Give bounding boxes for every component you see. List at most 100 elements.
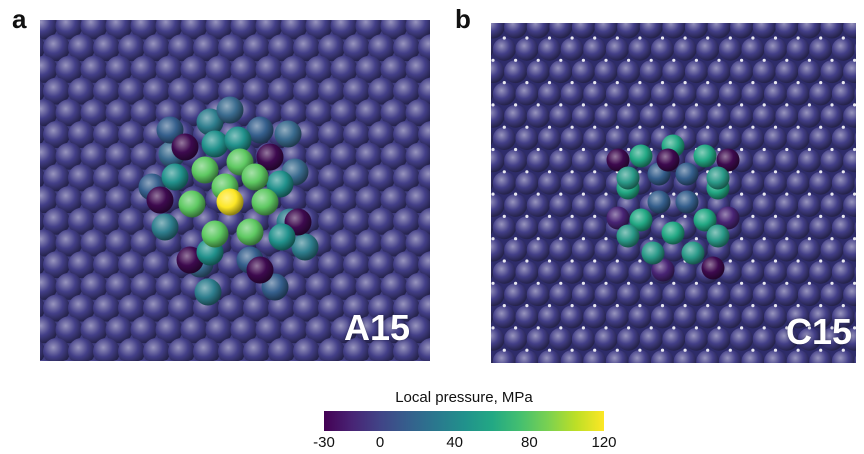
atom (405, 272, 430, 300)
atom (491, 354, 494, 363)
atom (305, 186, 333, 214)
interstitial-dot (773, 304, 778, 308)
atom (820, 149, 844, 173)
interstitial-dot (694, 326, 698, 330)
atom (820, 23, 844, 39)
atom (775, 238, 799, 262)
atom (515, 127, 539, 150)
atom (583, 37, 607, 61)
atom (809, 216, 833, 240)
atom (368, 77, 395, 105)
atom (113, 359, 125, 361)
atom (178, 190, 206, 218)
atom (43, 34, 70, 62)
interstitial-dot (751, 36, 755, 40)
interstitial-dot (604, 326, 608, 330)
atom (40, 186, 58, 214)
atom (628, 305, 652, 329)
interstitial-dot (514, 281, 518, 285)
atom (368, 164, 395, 192)
interstitial-dot (525, 170, 529, 174)
atom (43, 338, 70, 361)
atom (368, 207, 395, 235)
atom (40, 142, 58, 170)
atom (820, 60, 844, 84)
atom (393, 77, 420, 105)
atom (40, 359, 50, 361)
interstitial-dot (491, 192, 495, 196)
panel-b-letter: b (455, 4, 471, 34)
atom (243, 338, 270, 361)
atom (213, 359, 225, 361)
atom (843, 60, 856, 84)
atom (405, 142, 430, 170)
atom (201, 130, 229, 158)
interstitial-dot (593, 214, 597, 218)
atom (764, 260, 787, 284)
atom (716, 148, 740, 172)
atom (355, 316, 383, 344)
atom (526, 149, 550, 173)
interstitial-dot (717, 147, 721, 152)
atom (491, 283, 505, 307)
atom (583, 260, 607, 284)
atom (241, 163, 269, 191)
interstitial-dot (502, 125, 506, 129)
atom (80, 272, 108, 300)
atom (492, 37, 516, 61)
atom (693, 208, 717, 232)
atom (673, 350, 697, 363)
atom (571, 283, 595, 307)
atom (764, 216, 787, 240)
interstitial-dot (627, 147, 631, 152)
interstitial-dot (627, 326, 631, 330)
atom (526, 283, 550, 307)
atom (797, 193, 821, 217)
atom (594, 238, 618, 262)
atom (809, 171, 833, 195)
atom (180, 20, 208, 40)
atom (380, 272, 408, 300)
atom (843, 283, 856, 307)
atom (504, 104, 528, 128)
atom (393, 338, 420, 361)
atom (571, 238, 595, 262)
atom (268, 223, 296, 251)
colorbar-tick: -30 (313, 434, 335, 451)
atom (639, 104, 663, 128)
interstitial-dot (740, 237, 744, 241)
atom (268, 34, 295, 62)
interstitial-dot (660, 304, 665, 308)
interstitial-dot (581, 326, 585, 330)
atom (491, 220, 494, 235)
atom (730, 23, 754, 39)
atom (118, 294, 145, 322)
atom (191, 156, 219, 184)
atom (718, 37, 742, 61)
a15-atoms-render (40, 20, 430, 361)
interstitial-dot (762, 237, 766, 241)
atom (255, 55, 283, 83)
interstitial-dot (773, 348, 778, 352)
interstitial-dot (841, 36, 845, 40)
atom (405, 186, 430, 214)
atom (538, 127, 561, 150)
atom (605, 260, 629, 284)
interstitial-dot (683, 81, 687, 85)
interstitial-dot (525, 81, 529, 85)
interstitial-dot (841, 170, 845, 174)
atom (647, 190, 671, 214)
atom (571, 60, 595, 84)
atom (43, 77, 70, 105)
atom (380, 186, 408, 214)
atom (843, 149, 856, 173)
atom (628, 127, 652, 150)
interstitial-dot (853, 103, 856, 107)
atom (118, 77, 145, 105)
atom (583, 82, 607, 106)
atom (560, 82, 584, 106)
atom (55, 20, 83, 40)
atom (656, 148, 680, 172)
interstitial-dot (570, 214, 574, 218)
atom (854, 177, 856, 189)
